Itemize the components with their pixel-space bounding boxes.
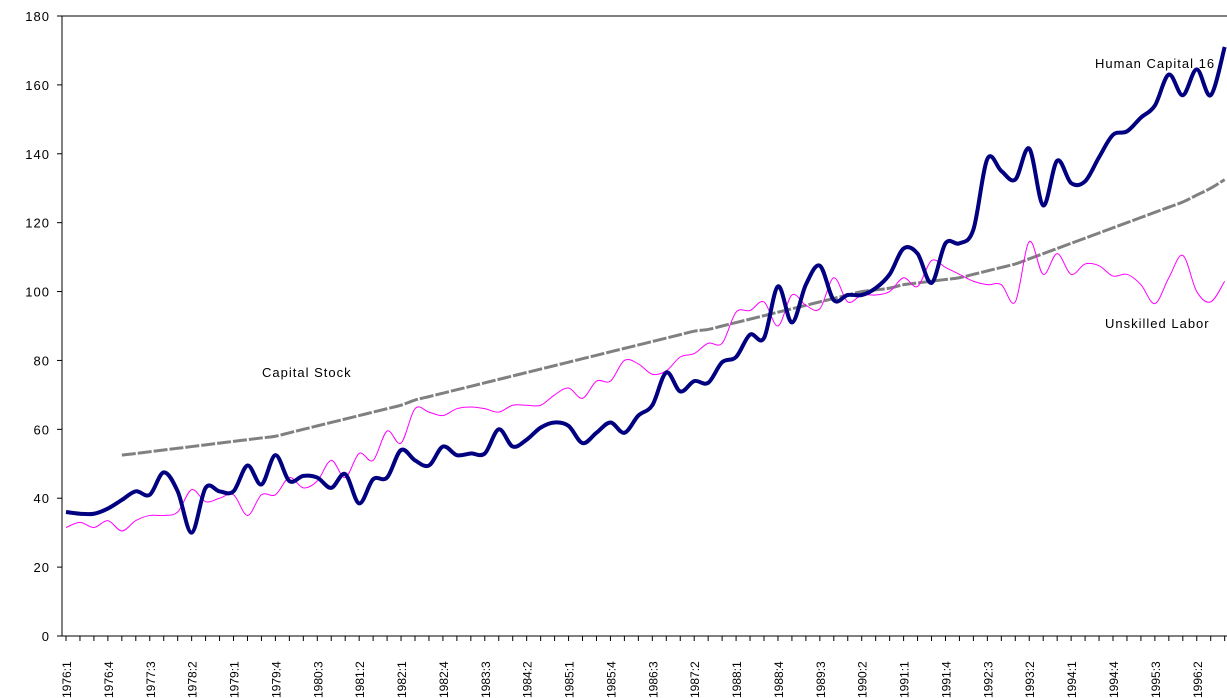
- x-tick-label: 1984:2: [521, 661, 535, 698]
- x-tick-label: 1996:2: [1191, 661, 1205, 698]
- series-label: Human Capital 16: [1095, 56, 1215, 71]
- y-tick-label: 0: [42, 629, 50, 644]
- x-tick-label: 1982:4: [437, 661, 451, 698]
- x-tick-label: 1979:4: [269, 661, 283, 698]
- x-tick-label: 1991:4: [939, 661, 953, 698]
- series-line: [65, 241, 1226, 532]
- series-line: [121, 178, 1226, 457]
- x-tick-label: 1991:1: [898, 661, 912, 698]
- x-tick-label: 1995:3: [1149, 661, 1163, 698]
- x-tick-label: 1985:1: [563, 661, 577, 698]
- y-tick-label: 80: [34, 353, 50, 368]
- x-tick-label: 1977:3: [144, 661, 158, 698]
- y-tick-label: 160: [25, 78, 50, 93]
- x-tick-label: 1988:4: [772, 661, 786, 698]
- series-label: Unskilled Labor: [1105, 316, 1210, 331]
- x-tick-label: 1987:2: [688, 661, 702, 698]
- x-tick-label: 1985:4: [604, 661, 618, 698]
- x-tick-label: 1983:3: [479, 661, 493, 698]
- x-tick-label: 1986:3: [646, 661, 660, 698]
- x-tick-label: 1994:4: [1107, 661, 1121, 698]
- x-tick-label: 1981:2: [353, 661, 367, 698]
- x-tick-label: 1979:1: [228, 661, 242, 698]
- y-tick-label: 100: [25, 285, 50, 300]
- x-tick-label: 1994:1: [1065, 661, 1079, 698]
- x-tick-label: 1976:1: [60, 661, 74, 698]
- x-tick-label: 1993:2: [1023, 661, 1037, 698]
- y-tick-label: 20: [34, 560, 50, 575]
- x-tick-label: 1982:1: [395, 661, 409, 698]
- x-tick-label: 1990:2: [856, 661, 870, 698]
- y-tick-label: 60: [34, 422, 50, 437]
- x-tick-label: 1989:3: [814, 661, 828, 698]
- y-tick-label: 180: [25, 9, 50, 24]
- series-label: Capital Stock: [262, 365, 352, 380]
- x-tick-label: 1988:1: [730, 661, 744, 698]
- series-line: [65, 46, 1227, 535]
- x-tick-label: 1978:2: [186, 661, 200, 698]
- y-tick-label: 40: [34, 491, 50, 506]
- x-tick-label: 1980:3: [311, 661, 325, 698]
- y-tick-label: 140: [25, 147, 50, 162]
- y-tick-label: 120: [25, 216, 50, 231]
- x-tick-label: 1976:4: [102, 661, 116, 698]
- x-tick-label: 1992:3: [981, 661, 995, 698]
